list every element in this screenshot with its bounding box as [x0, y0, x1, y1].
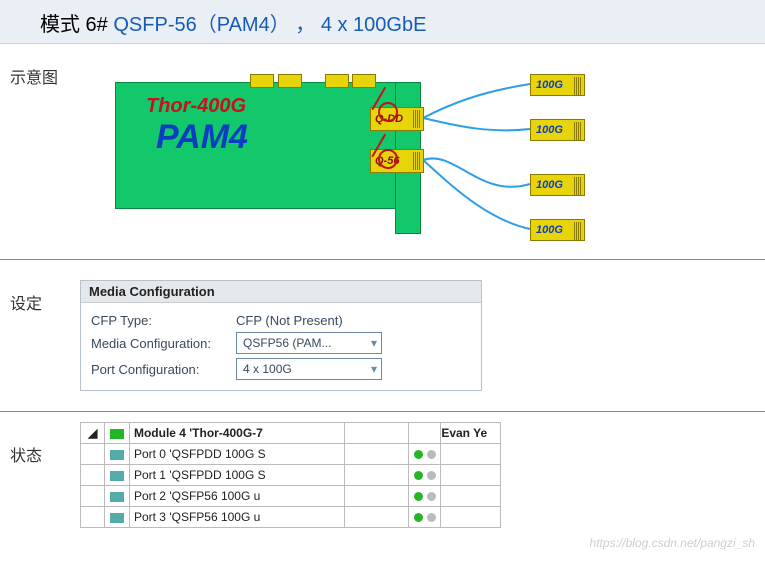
- module-icon: [105, 423, 129, 444]
- config-row: Port Configuration:4 x 100G: [91, 358, 471, 380]
- config-label: CFP Type:: [91, 313, 236, 328]
- module-label: Module 4 'Thor-400G-7: [130, 423, 345, 444]
- owner: Evan Ye: [441, 423, 501, 444]
- spacer: [345, 465, 409, 486]
- port-name: Port 1 'QSFPDD 100G S: [130, 465, 345, 486]
- status-grid: ◢ Module 4 'Thor-400G-7 Evan Ye Port 0 'QSF…: [80, 422, 501, 528]
- expand-icon[interactable]: ◢: [81, 423, 105, 444]
- status-led: [409, 465, 441, 486]
- target-100g: 100G: [530, 74, 585, 96]
- config-combo[interactable]: QSFP56 (PAM...: [236, 332, 382, 354]
- header-prefix: 模式 6#: [40, 14, 108, 36]
- spacer: [345, 507, 409, 528]
- config-combo[interactable]: 4 x 100G: [236, 358, 382, 380]
- spacer: [409, 423, 441, 444]
- port-icon: [105, 444, 129, 465]
- spacer: [345, 444, 409, 465]
- section-label-diagram: 示意图: [0, 44, 80, 88]
- spacer: [345, 486, 409, 507]
- config-label: Port Configuration:: [91, 362, 236, 377]
- spacer: [81, 507, 105, 528]
- config-row: Media Configuration:QSFP56 (PAM...: [91, 332, 471, 354]
- card-title: Thor-400G: [146, 95, 396, 118]
- port-name: Port 3 'QSFP56 100G u: [130, 507, 345, 528]
- spacer: [441, 444, 501, 465]
- config-label: Media Configuration:: [91, 336, 236, 351]
- stub: [250, 74, 274, 88]
- stub: [325, 74, 349, 88]
- port-name: Port 2 'QSFP56 100G u: [130, 486, 345, 507]
- spacer: [81, 465, 105, 486]
- spacer: [441, 465, 501, 486]
- spacer: [345, 423, 409, 444]
- config-value: CFP (Not Present): [236, 313, 343, 328]
- config-panel-title: Media Configuration: [81, 281, 481, 303]
- port-row[interactable]: Port 2 'QSFP56 100G u: [81, 486, 501, 507]
- port-row[interactable]: Port 0 'QSFPDD 100G S: [81, 444, 501, 465]
- module-row[interactable]: ◢ Module 4 'Thor-400G-7 Evan Ye: [81, 423, 501, 444]
- spacer: [441, 507, 501, 528]
- status-led: [409, 507, 441, 528]
- diagram: Thor-400G PAM4 Q-DD Q-56 100G 100G 100G …: [80, 44, 740, 249]
- port-row[interactable]: Port 3 'QSFP56 100G u: [81, 507, 501, 528]
- header-title: QSFP-56（PAM4） ， 4 x 100GbE: [108, 14, 427, 36]
- watermark: https://blog.csdn.net/pangzi_sh: [590, 536, 755, 550]
- spacer: [81, 486, 105, 507]
- page-header: 模式 6# QSFP-56（PAM4） ， 4 x 100GbE: [0, 0, 765, 44]
- spacer: [441, 486, 501, 507]
- section-label-settings: 设定: [0, 270, 80, 314]
- port-icon: [105, 465, 129, 486]
- port-icon: [105, 507, 129, 528]
- port-row[interactable]: Port 1 'QSFPDD 100G S: [81, 465, 501, 486]
- target-100g: 100G: [530, 219, 585, 241]
- config-panel: Media Configuration CFP Type:CFP (Not Pr…: [80, 280, 482, 391]
- spacer: [81, 444, 105, 465]
- port-name: Port 0 'QSFPDD 100G S: [130, 444, 345, 465]
- stub: [352, 74, 376, 88]
- port-icon: [105, 486, 129, 507]
- status-led: [409, 486, 441, 507]
- target-100g: 100G: [530, 119, 585, 141]
- status-led: [409, 444, 441, 465]
- card-subtitle: PAM4: [156, 118, 396, 157]
- config-row: CFP Type:CFP (Not Present): [91, 313, 471, 328]
- stub: [278, 74, 302, 88]
- section-label-status: 状态: [0, 422, 80, 466]
- target-100g: 100G: [530, 174, 585, 196]
- nic-card: Thor-400G PAM4: [115, 82, 397, 209]
